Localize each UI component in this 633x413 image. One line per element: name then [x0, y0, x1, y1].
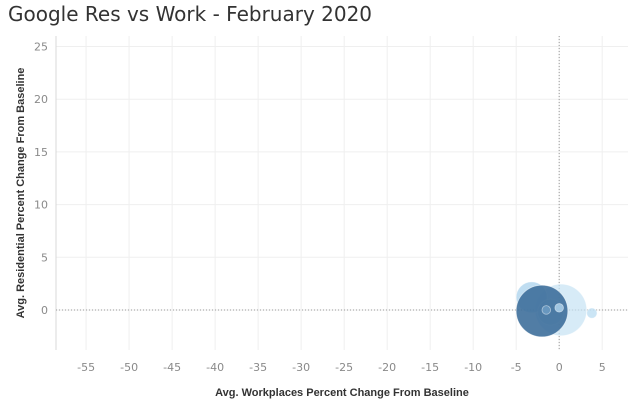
chart-title: Google Res vs Work - February 2020 — [8, 2, 373, 26]
data-point — [554, 303, 564, 313]
x-tick-label: -45 — [163, 361, 181, 374]
x-tick-label: -40 — [206, 361, 224, 374]
x-tick-label: -30 — [292, 361, 310, 374]
x-tick-label: -10 — [464, 361, 482, 374]
y-axis-title: Avg. Residential Percent Change From Bas… — [15, 68, 27, 319]
y-tick-label: 0 — [41, 304, 48, 317]
x-tick-label: 0 — [556, 361, 563, 374]
y-tick-label: 20 — [34, 93, 48, 106]
x-tick-label: -25 — [335, 361, 353, 374]
x-tick-label: 5 — [599, 361, 606, 374]
x-tick-label: -35 — [249, 361, 267, 374]
y-tick-label: 10 — [34, 199, 48, 212]
x-tick-label: -15 — [421, 361, 439, 374]
data-point — [541, 305, 551, 315]
x-tick-label: -20 — [378, 361, 396, 374]
y-tick-label: 15 — [34, 146, 48, 159]
x-tick-label: -50 — [120, 361, 138, 374]
y-tick-label: 25 — [34, 41, 48, 54]
data-point — [586, 307, 598, 319]
x-tick-label: -55 — [77, 361, 95, 374]
y-tick-label: 5 — [41, 251, 48, 264]
x-axis-title: Avg. Workplaces Percent Change From Base… — [215, 387, 469, 399]
x-tick-label: -5 — [511, 361, 522, 374]
